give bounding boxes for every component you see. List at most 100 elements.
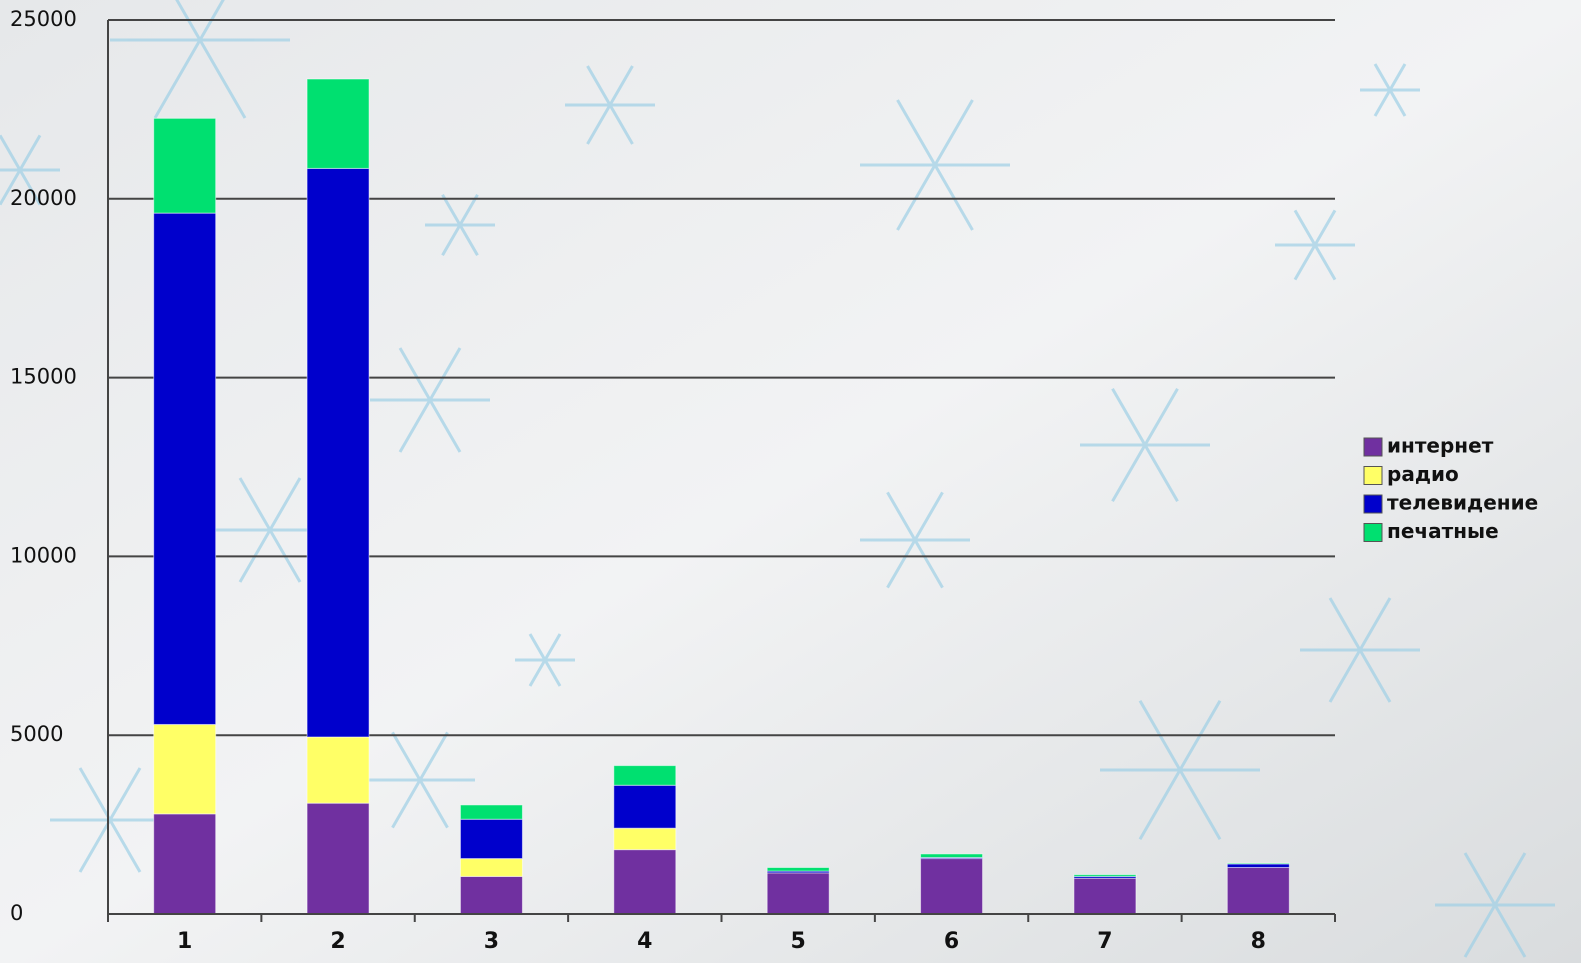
bar-segment [920,858,984,915]
legend-swatch [1363,523,1383,542]
y-tick-label: 20000 [10,186,77,210]
snowflake-arm [1373,63,1392,91]
snowflake-arm [1388,89,1407,117]
snowflake-arm [896,164,937,231]
snowflake-arm [441,224,462,257]
snowflake-arm [1293,209,1317,246]
snowflake-arm [1328,649,1362,703]
y-tick-label: 10000 [10,543,77,567]
bar-segment [1073,877,1137,915]
snowflake-arm [1358,649,1392,703]
snowflake-arm [528,659,547,687]
snowflake-arm [1313,209,1337,246]
snowflake-arm [268,477,302,531]
legend-swatch [1363,437,1383,457]
y-tick-label: 0 [10,901,23,925]
y-tick-label: 15000 [10,365,77,389]
bar-segment [306,802,370,915]
snowflake-arm [1178,769,1222,841]
bar-segment [920,853,984,858]
snowflake-arm [428,347,462,401]
bar-segment [613,765,677,786]
snowflake-arm [1373,89,1392,117]
bar-segment [306,736,370,804]
snowflake-arm [108,819,142,873]
bar-segment [459,804,523,820]
bar-segment [1226,867,1290,915]
snowflake-arm [586,65,612,106]
snowflake-arm [1463,904,1497,958]
snowflake-arm [398,347,432,401]
bar-segment [153,117,217,214]
snowflake-arm [1143,444,1179,503]
snowflake-arm [886,539,917,589]
decoration [0,0,1555,958]
snowflake-arm [913,491,944,541]
snowflake-arm [1293,244,1317,281]
snowflake-arm [1388,63,1407,91]
bar-segment [1226,862,1290,865]
snowflake-arm [1138,769,1182,841]
snowflake-arm [153,39,202,119]
bar-segment [306,78,370,169]
snowflake-arm [418,779,449,829]
bar-segment [153,212,217,725]
snowflake-arm [886,491,917,541]
legend-label: радио [1387,462,1459,486]
snowflake-arm [1463,852,1497,906]
x-tick-label: 2 [330,929,345,954]
snowflake-arm [238,477,272,531]
snowflake-arm [1358,597,1392,651]
bar-segment [766,872,830,915]
bar-segment [766,867,830,872]
x-tick-label: 7 [1097,929,1112,954]
snowflake-arm [1111,387,1147,446]
legend-swatch [1363,466,1383,485]
x-tick-label: 1 [177,929,192,954]
bar-segment [306,167,370,738]
snowflake-arm [896,99,937,166]
snowflake-arm [198,39,247,119]
snowflake-arm [18,169,42,206]
snowflake-arm [0,169,22,206]
snowflake-arm [1313,244,1337,281]
snowflake-arm [18,134,42,171]
bar-segment [153,813,217,915]
snowflake-arm [78,767,112,821]
snowflake-arm [1493,852,1527,906]
x-tick-label: 8 [1251,929,1266,954]
legend-label: телевидение [1387,491,1538,515]
x-tick-label: 4 [637,929,652,954]
snowflake-arm [1111,444,1147,503]
bar-segment [1226,863,1290,869]
legend-swatch [1363,494,1383,514]
snowflake-arm [586,104,612,145]
bar-segment [613,827,677,851]
snowflake-arm [391,779,422,829]
legend-label: интернет [1387,434,1494,458]
snowflake-arm [418,731,449,781]
snowflake-arm [175,0,202,41]
snowflake-arm [608,104,634,145]
snowflake-arm [528,633,547,661]
snowflake-arm [198,0,225,41]
snowflake-arm [0,134,22,171]
snowflake-arm [543,659,562,687]
snowflake-arm [933,99,974,166]
snowflake-arm [933,164,974,231]
snowflake-arm [458,224,479,257]
bar-segment [613,784,677,829]
snowflake-arm [543,633,562,661]
x-tick-label: 3 [484,929,499,954]
snowflake-arm [1493,904,1527,958]
bar-segment [459,875,523,915]
snowflake-arm [913,539,944,589]
x-tick-label: 5 [791,929,806,954]
legend-label: печатные [1387,519,1499,543]
bar-segment [153,723,217,815]
x-tick-label: 6 [944,929,959,954]
bar-segment [459,858,523,877]
snowflake-arm [391,731,422,781]
